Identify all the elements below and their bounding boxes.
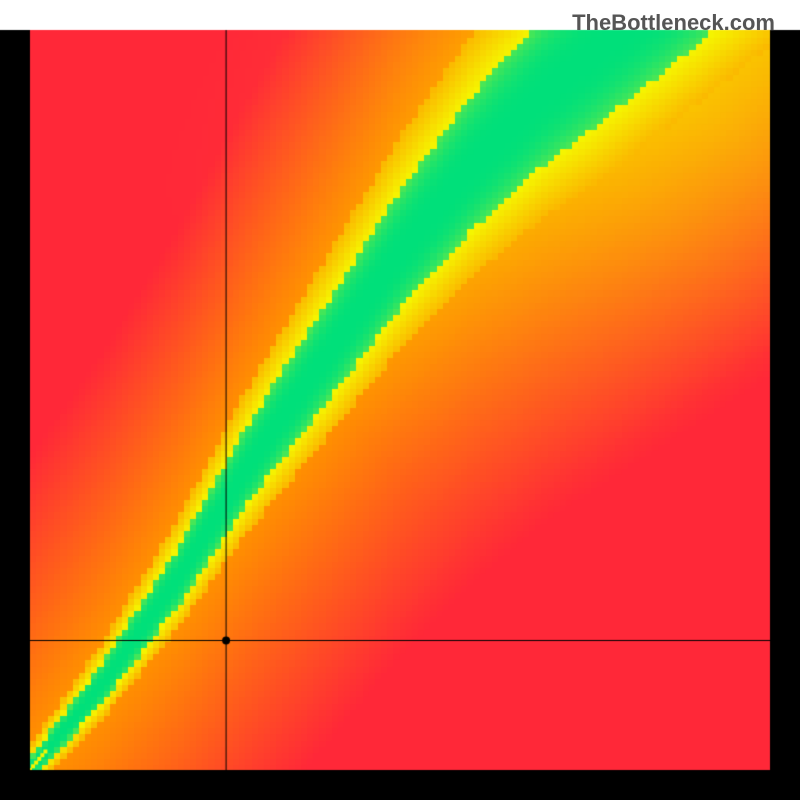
bottleneck-heatmap bbox=[0, 0, 800, 800]
watermark-text: TheBottleneck.com bbox=[572, 10, 775, 36]
chart-container: TheBottleneck.com bbox=[0, 0, 800, 800]
